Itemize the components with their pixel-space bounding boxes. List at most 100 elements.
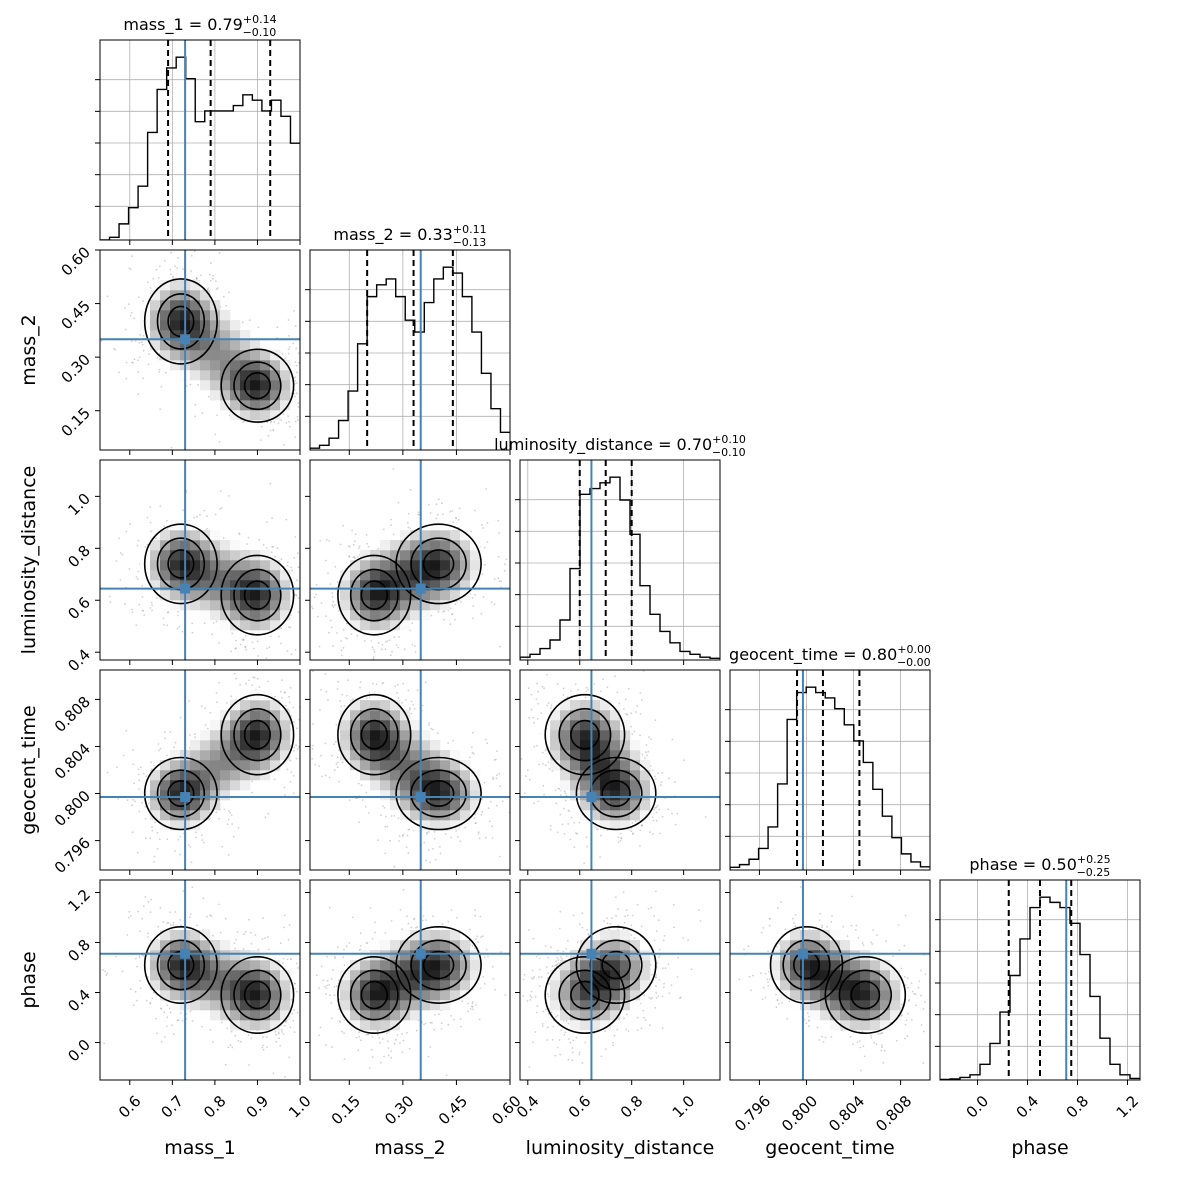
density-cell (150, 800, 161, 811)
sample-point (314, 763, 317, 766)
sample-point (564, 799, 567, 802)
sample-point (113, 347, 115, 350)
density-cell (570, 760, 581, 771)
sample-point (500, 580, 503, 582)
sample-point (194, 403, 197, 406)
sample-point (289, 1026, 292, 1029)
density-cell (440, 790, 451, 801)
density-cell (400, 600, 411, 611)
sample-point (245, 648, 247, 651)
density-cell (380, 770, 391, 781)
sample-point (377, 547, 380, 550)
sample-point (287, 348, 290, 351)
sample-point (558, 787, 561, 790)
sample-point (141, 609, 144, 612)
sample-point (630, 712, 633, 715)
sample-point (137, 910, 139, 913)
contour-line (220, 693, 295, 776)
sample-point (311, 747, 314, 750)
sample-point (292, 1019, 295, 1022)
density-cell (210, 360, 221, 371)
density-cell (370, 580, 381, 591)
sample-point (254, 934, 257, 936)
sample-point (189, 734, 191, 736)
sample-point (203, 509, 206, 512)
density-cell (190, 360, 201, 371)
sample-point (177, 610, 179, 613)
y-tick-label: 0.15 (58, 404, 94, 440)
sample-point (206, 515, 208, 518)
sample-point (381, 648, 383, 651)
density-cell (190, 780, 201, 791)
density-cell (440, 590, 451, 601)
panel-mass_2-vs-geocent_time (305, 669, 511, 875)
density-cell (210, 790, 221, 801)
sample-point (266, 647, 268, 650)
density-cell (270, 580, 281, 591)
sample-point (106, 771, 109, 774)
sample-point (377, 642, 380, 644)
sample-point (124, 603, 126, 605)
density-cell (440, 540, 451, 551)
sample-point (296, 727, 298, 730)
contour-line (243, 719, 271, 750)
density-cell (190, 350, 201, 361)
density-cell (280, 710, 291, 721)
density-cell (190, 550, 201, 561)
density-cell (220, 760, 231, 771)
sample-point (645, 744, 648, 746)
density-cell (460, 530, 471, 541)
density-cell (220, 360, 231, 371)
y-tick-label: 0.6 (64, 594, 94, 624)
density-cell (360, 620, 371, 631)
density-cell (200, 380, 211, 391)
sample-point (459, 840, 462, 843)
sample-point (318, 645, 321, 648)
sample-point (208, 395, 210, 398)
sample-point (536, 744, 538, 747)
sample-point (549, 828, 552, 831)
density-cell (340, 570, 351, 581)
sample-point (393, 865, 396, 868)
sample-point (311, 757, 314, 760)
sample-point (234, 660, 236, 662)
density-cells (140, 690, 291, 831)
sample-point (527, 687, 530, 690)
density-cell (220, 310, 231, 321)
density-cell (410, 570, 421, 581)
sample-point (491, 825, 494, 828)
density-cell (270, 380, 281, 391)
density-cell (200, 300, 211, 311)
sample-point (139, 766, 142, 769)
density-cell (270, 700, 281, 711)
sample-point (272, 429, 274, 432)
sample-point (151, 609, 153, 612)
sample-point (284, 357, 287, 359)
sample-point (457, 518, 460, 521)
sample-point (497, 519, 500, 522)
density-cell (210, 390, 221, 401)
density-cell (640, 800, 651, 811)
density-cell (240, 770, 251, 781)
sample-point (358, 821, 361, 824)
sample-point (585, 686, 588, 689)
sample-point (524, 792, 526, 795)
density-cell (280, 360, 291, 371)
sample-point (498, 532, 500, 534)
sample-point (436, 732, 439, 735)
density-cell (260, 710, 271, 721)
density-cell (280, 390, 291, 401)
sample-point (307, 604, 309, 606)
density-cell (430, 820, 441, 831)
sample-point (595, 828, 598, 831)
sample-point (261, 1046, 264, 1049)
sample-point (142, 334, 145, 337)
sample-point (381, 643, 384, 646)
density-cell (250, 380, 261, 391)
sample-point (358, 545, 361, 548)
sample-point (569, 838, 572, 841)
density-cell (560, 700, 571, 711)
sample-point (269, 482, 272, 485)
sample-point (138, 810, 141, 813)
